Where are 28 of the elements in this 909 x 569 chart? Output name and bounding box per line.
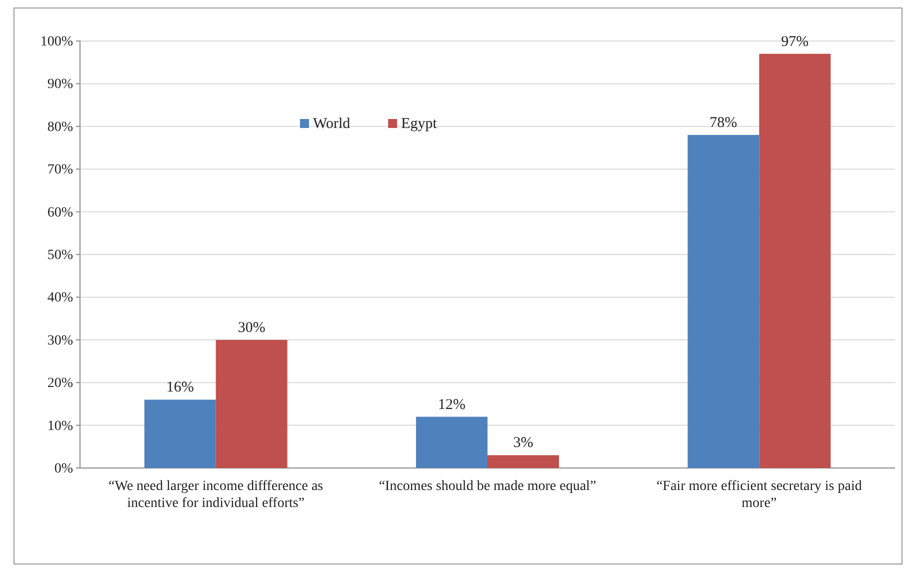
y-tick-label: 50% [47,248,74,263]
legend-label: World [313,116,351,132]
y-tick-label: 60% [47,205,74,220]
y-tick-label: 30% [47,333,74,348]
y-tick-label: 80% [47,120,74,135]
bar [144,400,216,468]
y-tick-label: 0% [54,461,74,476]
legend-label: Egypt [401,116,438,132]
y-tick-label: 10% [47,418,74,434]
y-tick-label: 40% [47,290,74,306]
data-label: 3% [513,435,534,452]
data-label: 12% [438,396,466,413]
data-label: 97% [781,34,809,50]
y-tick-label: 70% [47,162,74,178]
bar [488,455,559,468]
bar [759,54,831,468]
x-tick-label: “Incomes should be made more equal” [378,479,596,494]
data-label: 16% [166,380,194,396]
y-tick-label: 90% [47,77,74,92]
data-label: 30% [238,320,266,336]
data-label: 78% [710,114,738,131]
y-tick-label: 100% [40,34,74,50]
bar [216,340,288,468]
y-tick-label: 20% [47,376,74,392]
x-tick-label: “We need larger income diffference as incentive for individual efforts” [108,479,324,511]
x-tick-label: “Fair more efficient secretary is paid more” [656,479,862,511]
bar [688,134,760,468]
bar [416,416,488,468]
